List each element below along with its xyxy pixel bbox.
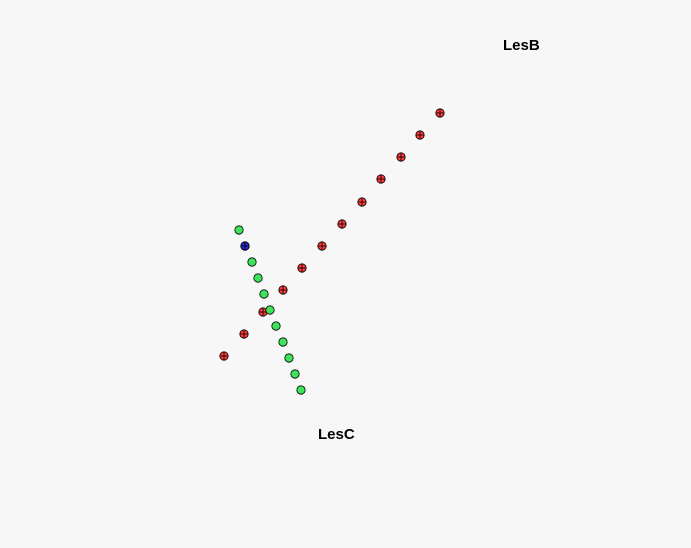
lesC-point (259, 289, 269, 299)
lesB-point (357, 197, 367, 207)
lesB-point (278, 285, 288, 295)
lesC-points (234, 225, 306, 395)
lesC-point (271, 321, 281, 331)
lesB-point (376, 174, 386, 184)
lesC-point (265, 305, 275, 315)
highlight-points (240, 241, 250, 251)
lesC-point (284, 353, 294, 363)
label-lesC: LesC (318, 426, 355, 443)
lesC-point (234, 225, 244, 235)
lesB-point (297, 263, 307, 273)
lesC-point (247, 257, 257, 267)
lesB-point (219, 351, 229, 361)
label-lesB: LesB (503, 37, 540, 54)
lesC-point (278, 337, 288, 347)
lesB-point (435, 108, 445, 118)
lesC-point (296, 385, 306, 395)
lesB-point (258, 307, 268, 317)
lesC-point (290, 369, 300, 379)
lesB-points (219, 108, 445, 361)
lesC-point (253, 273, 263, 283)
highlight-point (240, 241, 250, 251)
lesB-point (415, 130, 425, 140)
lesB-point (239, 329, 249, 339)
lesB-point (317, 241, 327, 251)
lesB-point (396, 152, 406, 162)
lesB-point (337, 219, 347, 229)
